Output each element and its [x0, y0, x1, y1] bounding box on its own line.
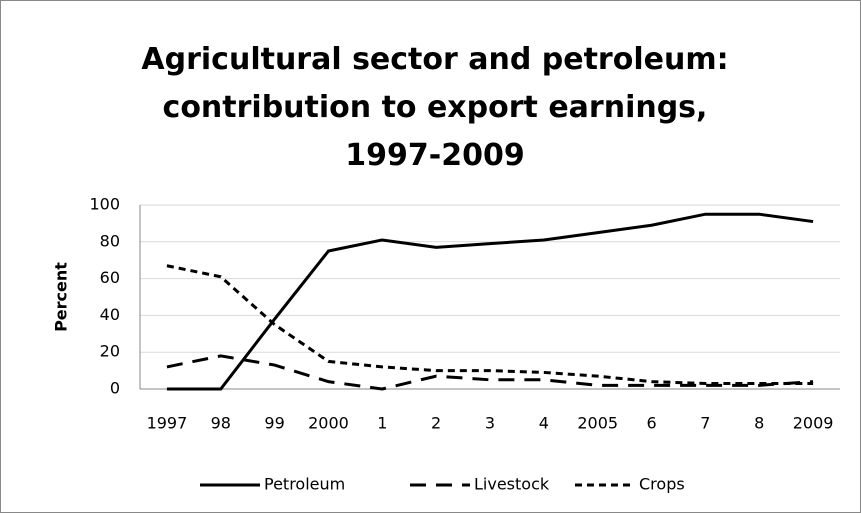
y-tick-label: 40: [100, 305, 120, 324]
x-tick-label: 2005: [577, 414, 618, 433]
y-tick-label: 60: [100, 268, 120, 287]
y-axis-label: Percent: [52, 262, 71, 332]
legend-label: Crops: [639, 475, 685, 494]
x-tick-label: 6: [646, 414, 656, 433]
x-tick-label: 3: [485, 414, 495, 433]
series-line: [166, 212, 814, 391]
y-tick-label: 20: [100, 342, 120, 361]
x-tick-label: 4: [539, 414, 549, 433]
x-tick-label: 7: [700, 414, 710, 433]
legend-label: Livestock: [474, 475, 550, 494]
series-line: [166, 354, 814, 391]
x-tick-label: 1: [377, 414, 387, 433]
x-tick-label: 2000: [308, 414, 349, 433]
x-tick-label: 2009: [793, 414, 834, 433]
x-tick-label: 2: [431, 414, 441, 433]
x-tick-label: 1997: [147, 414, 188, 433]
y-tick-label: 80: [100, 231, 120, 250]
series-line: [166, 264, 814, 385]
x-tick-label: 8: [754, 414, 764, 433]
chart-title: Agricultural sector and petroleum: contr…: [141, 42, 729, 173]
x-tick-label: 98: [211, 414, 231, 433]
legend-label: Petroleum: [264, 475, 345, 494]
x-tick-label: 99: [264, 414, 284, 433]
y-tick-label: 0: [110, 379, 120, 398]
y-tick-label: 100: [89, 195, 120, 214]
